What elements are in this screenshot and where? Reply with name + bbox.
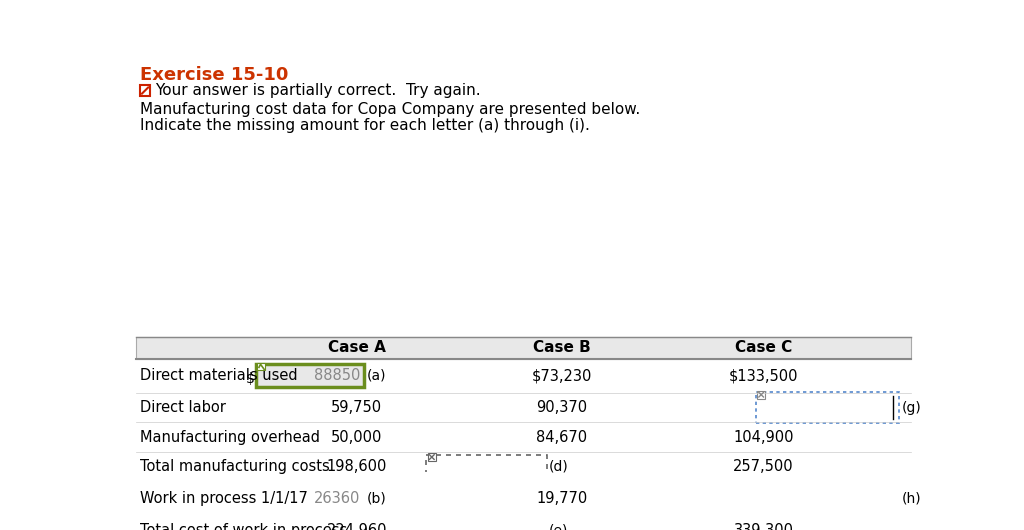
Text: (g): (g)	[901, 401, 922, 415]
Text: 224,960: 224,960	[327, 523, 387, 530]
Text: 339,300: 339,300	[733, 523, 794, 530]
Text: Direct materials used: Direct materials used	[139, 368, 297, 383]
Text: (b): (b)	[367, 491, 386, 505]
Text: Your answer is partially correct.  Try again.: Your answer is partially correct. Try ag…	[155, 83, 480, 98]
Text: (h): (h)	[901, 491, 921, 505]
Bar	[426, 519, 547, 530]
Text: 90,370: 90,370	[537, 400, 588, 416]
Text: 104,900: 104,900	[733, 429, 794, 445]
Text: Direct labor: Direct labor	[139, 400, 225, 416]
Bar	[428, 453, 435, 461]
Text: 59,750: 59,750	[331, 400, 382, 416]
Text: Exercise 15-10: Exercise 15-10	[139, 66, 288, 84]
Text: 19,770: 19,770	[537, 491, 588, 506]
Text: Total manufacturing costs: Total manufacturing costs	[139, 459, 330, 474]
Bar	[756, 392, 899, 423]
Text: 88850: 88850	[314, 368, 360, 383]
Bar	[758, 481, 765, 489]
Bar	[256, 364, 365, 387]
Text: $: $	[246, 372, 254, 386]
Bar	[758, 391, 765, 399]
Bar	[257, 485, 265, 493]
Bar	[756, 483, 899, 514]
Text: 84,670: 84,670	[537, 429, 588, 445]
Text: $73,230: $73,230	[531, 368, 592, 383]
Bar	[256, 487, 365, 510]
Text: $133,500: $133,500	[729, 368, 799, 383]
Text: (d): (d)	[549, 460, 568, 473]
Bar	[758, 485, 897, 511]
Text: Case C: Case C	[735, 340, 793, 355]
Text: 257,500: 257,500	[733, 459, 794, 474]
Text: 26360: 26360	[314, 491, 360, 506]
Text: (e): (e)	[549, 523, 568, 530]
Text: Case B: Case B	[534, 340, 591, 355]
Bar	[136, 337, 910, 358]
Text: Manufacturing overhead: Manufacturing overhead	[139, 429, 319, 445]
Text: Case A: Case A	[328, 340, 386, 355]
Bar	[428, 517, 435, 525]
Text: 198,600: 198,600	[327, 459, 387, 474]
Text: Work in process 1/1/17: Work in process 1/1/17	[139, 491, 307, 506]
Bar	[257, 363, 265, 370]
Bar	[426, 455, 547, 478]
Text: Manufacturing cost data for Copa Company are presented below.: Manufacturing cost data for Copa Company…	[139, 102, 640, 117]
Text: Total cost of work in process: Total cost of work in process	[139, 523, 347, 530]
Text: (a): (a)	[367, 369, 386, 383]
Text: Indicate the missing amount for each letter (a) through (i).: Indicate the missing amount for each let…	[139, 118, 590, 132]
Text: 50,000: 50,000	[331, 429, 382, 445]
Bar	[139, 85, 151, 96]
